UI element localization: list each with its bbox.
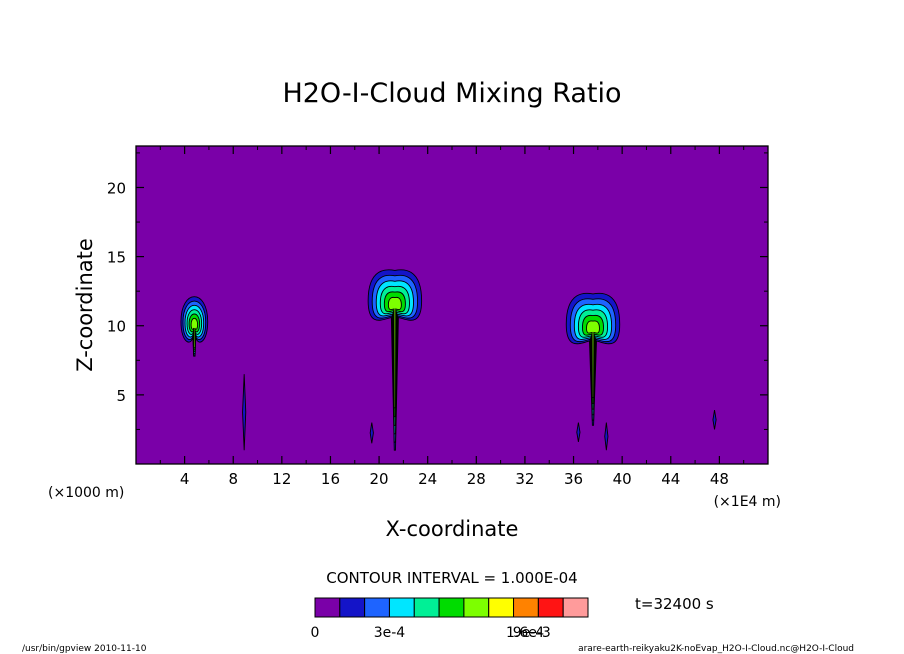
- ice-streak: [712, 410, 717, 430]
- colorbar-swatch: [314, 597, 341, 618]
- x-tick-label: 48: [710, 470, 729, 488]
- chart-title: H2O-I-Cloud Mixing Ratio: [282, 78, 621, 109]
- plot-area: [136, 146, 768, 464]
- x-tick-label: 28: [467, 470, 486, 488]
- cloud-contours: [180, 269, 621, 451]
- x-unit-left: (×1000 m): [48, 485, 124, 501]
- x-tick-label: 12: [272, 470, 291, 488]
- ice-streak: [242, 374, 247, 451]
- colorbar-swatch: [513, 597, 539, 618]
- x-tick-label: 20: [370, 470, 389, 488]
- cloud-contour-level: [387, 296, 402, 409]
- ice-streak: [604, 422, 609, 451]
- colorbar-swatch: [537, 597, 564, 618]
- footer-left: /usr/bin/gpview 2010-11-10: [22, 644, 147, 654]
- x-tick-label: 36: [564, 470, 583, 488]
- x-axis-label: X-coordinate: [386, 517, 519, 541]
- colorbar-swatch: [413, 597, 440, 618]
- x-tick-label: 44: [661, 470, 680, 488]
- y-tick-label: 20: [107, 179, 126, 197]
- colorbar-tick-label: 3e-4: [374, 625, 406, 641]
- ice-streaks: [242, 374, 717, 451]
- x-tick-label: 8: [228, 470, 238, 488]
- colorbar-swatch: [463, 597, 490, 618]
- x-unit-right: (×1E4 m): [714, 494, 781, 510]
- contour-interval: CONTOUR INTERVAL = 1.000E-04: [326, 569, 577, 587]
- y-tick-label: 15: [107, 249, 126, 267]
- x-tick-label: 24: [418, 470, 437, 488]
- colorbar-labels: 0 3e-4 9e-41.6e-3: [311, 625, 551, 641]
- footer-right: arare-earth-reikyaku2K-noEvap_H2O-I-Clou…: [578, 644, 854, 654]
- colorbar-tick-label: 1.6e-3: [506, 625, 551, 641]
- colorbar-swatch: [562, 597, 589, 618]
- y-tick-label: 10: [107, 318, 126, 336]
- colorbar-tick-label: 9e-4: [513, 625, 545, 641]
- x-tick-label: 40: [613, 470, 632, 488]
- x-tick-label: 16: [321, 470, 340, 488]
- ice-streak: [576, 422, 581, 442]
- y-tick-label: 5: [116, 387, 126, 405]
- cloud-contour-level: [586, 320, 600, 398]
- colorbar-tick-label: 0: [311, 625, 320, 641]
- colorbar-swatch: [339, 597, 366, 618]
- cloud-contour-level: [190, 317, 199, 349]
- ice-streak: [369, 422, 374, 444]
- x-tick-label: 4: [180, 470, 190, 488]
- colorbar: [314, 597, 589, 618]
- colorbar-swatch: [364, 597, 390, 618]
- x-tick-label: 32: [515, 470, 534, 488]
- time-label: t=32400 s: [635, 595, 714, 613]
- y-axis-label: Z-coordinate: [73, 238, 97, 372]
- colorbar-swatch: [438, 597, 465, 618]
- colorbar-swatch: [488, 597, 515, 618]
- colorbar-swatch: [388, 597, 415, 618]
